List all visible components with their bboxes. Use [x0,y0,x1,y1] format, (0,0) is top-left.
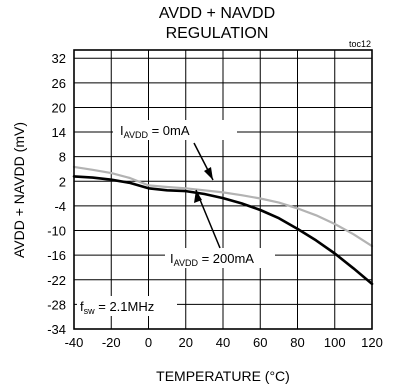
arrow-to-0ma [193,142,214,181]
annotation-0ma-label: IAVDD = 0mA [120,123,190,140]
annotation-0ma-backdrop [113,120,237,140]
series-lines [72,165,374,286]
arrow-to-200ma [194,189,221,249]
annotation-200ma-label: IAVDD = 200mA [170,251,254,268]
tick-labels: -40 -20 0 20 40 60 80 100 120 32 26 20 14 8 2 -4 -10 -16 -… [47,51,383,350]
y-tick-label: -4 [54,199,66,214]
y-tick-label: -22 [47,273,66,288]
y-tick-label: -16 [47,248,66,263]
y-tick-label: -34 [47,322,66,337]
x-axis-label: TEMPERATURE (°C) [156,368,290,384]
x-tick-label: -40 [65,335,84,350]
annotation-200ma-backdrop [165,248,275,268]
y-tick-label: -28 [47,297,66,312]
x-tick-label: 0 [145,335,152,350]
y-tick-label: 32 [52,51,66,66]
series-line-1 [72,175,374,286]
y-tick-label: 8 [59,150,66,165]
y-tick-label: 26 [52,76,66,91]
plot-frame [73,49,373,330]
x-tick-label: 40 [216,335,230,350]
arrow-head-0ma [204,167,213,180]
annotation-200ma: IAVDD = 200mA [165,248,275,268]
x-tick-label: 120 [361,335,383,350]
y-axis-label: AVDD + NAVDD (mV) [11,122,27,258]
y-tick-label: 20 [52,100,66,115]
figure-tag: toc12 [349,39,371,49]
x-tick-label: 80 [290,335,304,350]
annotation-0ma: IAVDD = 0mA [113,120,237,140]
y-tick-label: -10 [47,224,66,239]
x-tick-label: 60 [253,335,267,350]
x-tick-label: 100 [324,335,346,350]
y-tick-label: 2 [59,174,66,189]
y-tick-label: 14 [52,125,66,140]
annotation-fsw-backdrop [77,296,177,316]
annotation-fsw: fsw = 2.1MHz [77,296,177,316]
grid [73,50,373,330]
chart-title-line-1: AVDD + NAVDD [159,5,275,22]
series-line-0 [72,165,374,248]
x-tick-label: 20 [179,335,193,350]
chart-title-line-2: REGULATION [166,25,269,42]
x-tick-label: -20 [102,335,121,350]
arrow-head-200ma [194,190,202,203]
annotation-fsw-label: fsw = 2.1MHz [80,299,154,316]
